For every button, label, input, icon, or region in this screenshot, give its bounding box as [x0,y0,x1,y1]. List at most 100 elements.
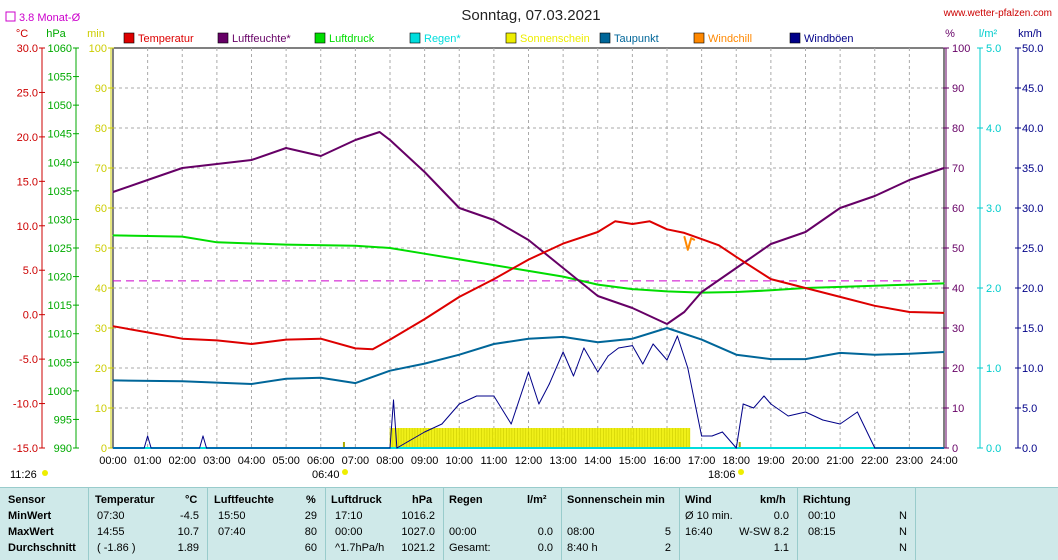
data-point-hum [216,163,218,165]
x-tick-label: 18:00 [722,455,750,467]
y-tick-label: 50.0 [1022,43,1043,55]
data-point-press [631,288,633,290]
data-point-gust [874,447,876,449]
y-axis-unit: l/m² [979,28,998,40]
data-point-press [458,258,460,260]
data-point-press [597,284,599,286]
table-cell-dir-t: 08:15 [808,526,836,538]
data-point-hum [458,207,460,209]
y-tick-label: 90 [952,83,964,95]
x-tick-label: 13:00 [549,455,577,467]
data-point-hum [666,323,668,325]
y-tick-label: 80 [95,123,107,135]
data-point-gust [583,347,585,349]
data-point-gust [441,423,443,425]
y-tick-label: 1000 [48,386,72,398]
data-point-press [112,234,114,236]
legend-label-press: Luftdruck [329,33,375,45]
data-point-gust [389,447,391,449]
table-divider [443,488,444,560]
data-point-gust [642,363,644,365]
y-tick-label: 10.0 [1022,363,1043,375]
table-cell-temp-v: 10.7 [177,526,199,538]
data-point-gust [528,371,529,373]
data-point-temp [908,311,910,313]
table-cell-hum-v: 29 [304,510,317,522]
data-point-gust [701,435,703,437]
header-press: Luftdruck [331,494,382,506]
data-point-gust [735,447,737,449]
y-tick-label: 45.0 [1022,83,1043,95]
data-point-press [839,286,841,288]
data-point-hum [839,207,841,209]
data-point-press [666,290,668,292]
data-point-gust [199,447,201,449]
site-link: www.wetter-pfalzen.com [943,8,1052,19]
y-tick-label: 90 [95,83,107,95]
data-point-dew [666,327,668,329]
y-tick-label: 5.0 [23,265,38,277]
x-tick-label: 08:00 [376,455,404,467]
header-hum: Luftfeuchte [214,494,274,506]
y-tick-label: 60 [95,203,107,215]
legend-swatch-dew [599,32,611,44]
table-cell-hum-t: 15:50 [218,510,246,522]
data-point-hum [943,167,945,169]
y-tick-label: 70 [95,163,107,175]
legend-label-chill: Windchill [708,33,752,45]
data-point-gust [856,411,858,413]
x-tick-label: 10:00 [445,455,473,467]
data-point-gust [687,367,689,369]
x-tick-label: 12:00 [515,455,543,467]
y-tick-label: 1060 [48,43,72,55]
table-divider [207,488,208,560]
data-point-gust [676,335,678,337]
legend-swatch-chill [693,32,705,44]
data-point-hum [874,195,876,197]
data-point-hum [354,139,356,141]
y-tick-label: 1030 [48,214,72,226]
y-tick-label: 990 [54,443,72,455]
x-tick-label: 16:00 [653,455,681,467]
y-tick-label: 100 [89,43,107,55]
data-point-gust [943,447,945,449]
y-tick-label: 5.0 [1022,403,1037,415]
x-tick-label: 17:00 [688,455,716,467]
y-tick-label: 0.0 [986,443,1001,455]
sunrise-label: 06:40 [312,469,340,481]
data-point-chill [683,235,685,237]
data-point-dew [597,341,599,343]
data-point-press [770,289,772,291]
y-tick-label: 2.0 [986,283,1001,295]
data-point-hum [908,179,910,181]
x-tick-label: 14:00 [584,455,612,467]
table-row-label: MaxWert [8,526,54,538]
header-hum-unit: % [306,494,316,506]
data-point-dew [493,343,495,345]
y-axis-unit: min [87,28,105,40]
data-point-temp [649,220,651,222]
data-point-press [562,276,564,278]
y-tick-label: -5.0 [19,354,38,366]
y-tick-label: 40 [95,283,107,295]
data-point-temp [147,331,149,333]
data-point-temp [389,339,391,341]
y-tick-label: 40.0 [1022,123,1043,135]
sunrise-icon [342,469,348,475]
stats-table: Sensor Temperatur °C Luftfeuchte % Luftd… [0,487,1058,560]
data-point-chill [690,237,692,239]
data-point-temp [354,347,356,349]
table-cell-dir-t: 00:10 [808,510,836,522]
data-point-press [735,291,737,293]
table-cell-rain-v: 0.0 [537,526,553,538]
table-cell-temp-t: 07:30 [97,510,125,522]
data-point-temp [770,278,772,280]
y-tick-label: 30.0 [1022,203,1043,215]
x-tick-label: 07:00 [342,455,370,467]
table-cell-temp-v: -4.5 [180,510,199,522]
y-tick-label: 80 [952,123,964,135]
table-cell-press-t: 00:00 [335,526,363,538]
data-point-gust [476,395,478,397]
header-rain-unit: l/m² [527,494,547,506]
data-point-gust [711,435,713,437]
